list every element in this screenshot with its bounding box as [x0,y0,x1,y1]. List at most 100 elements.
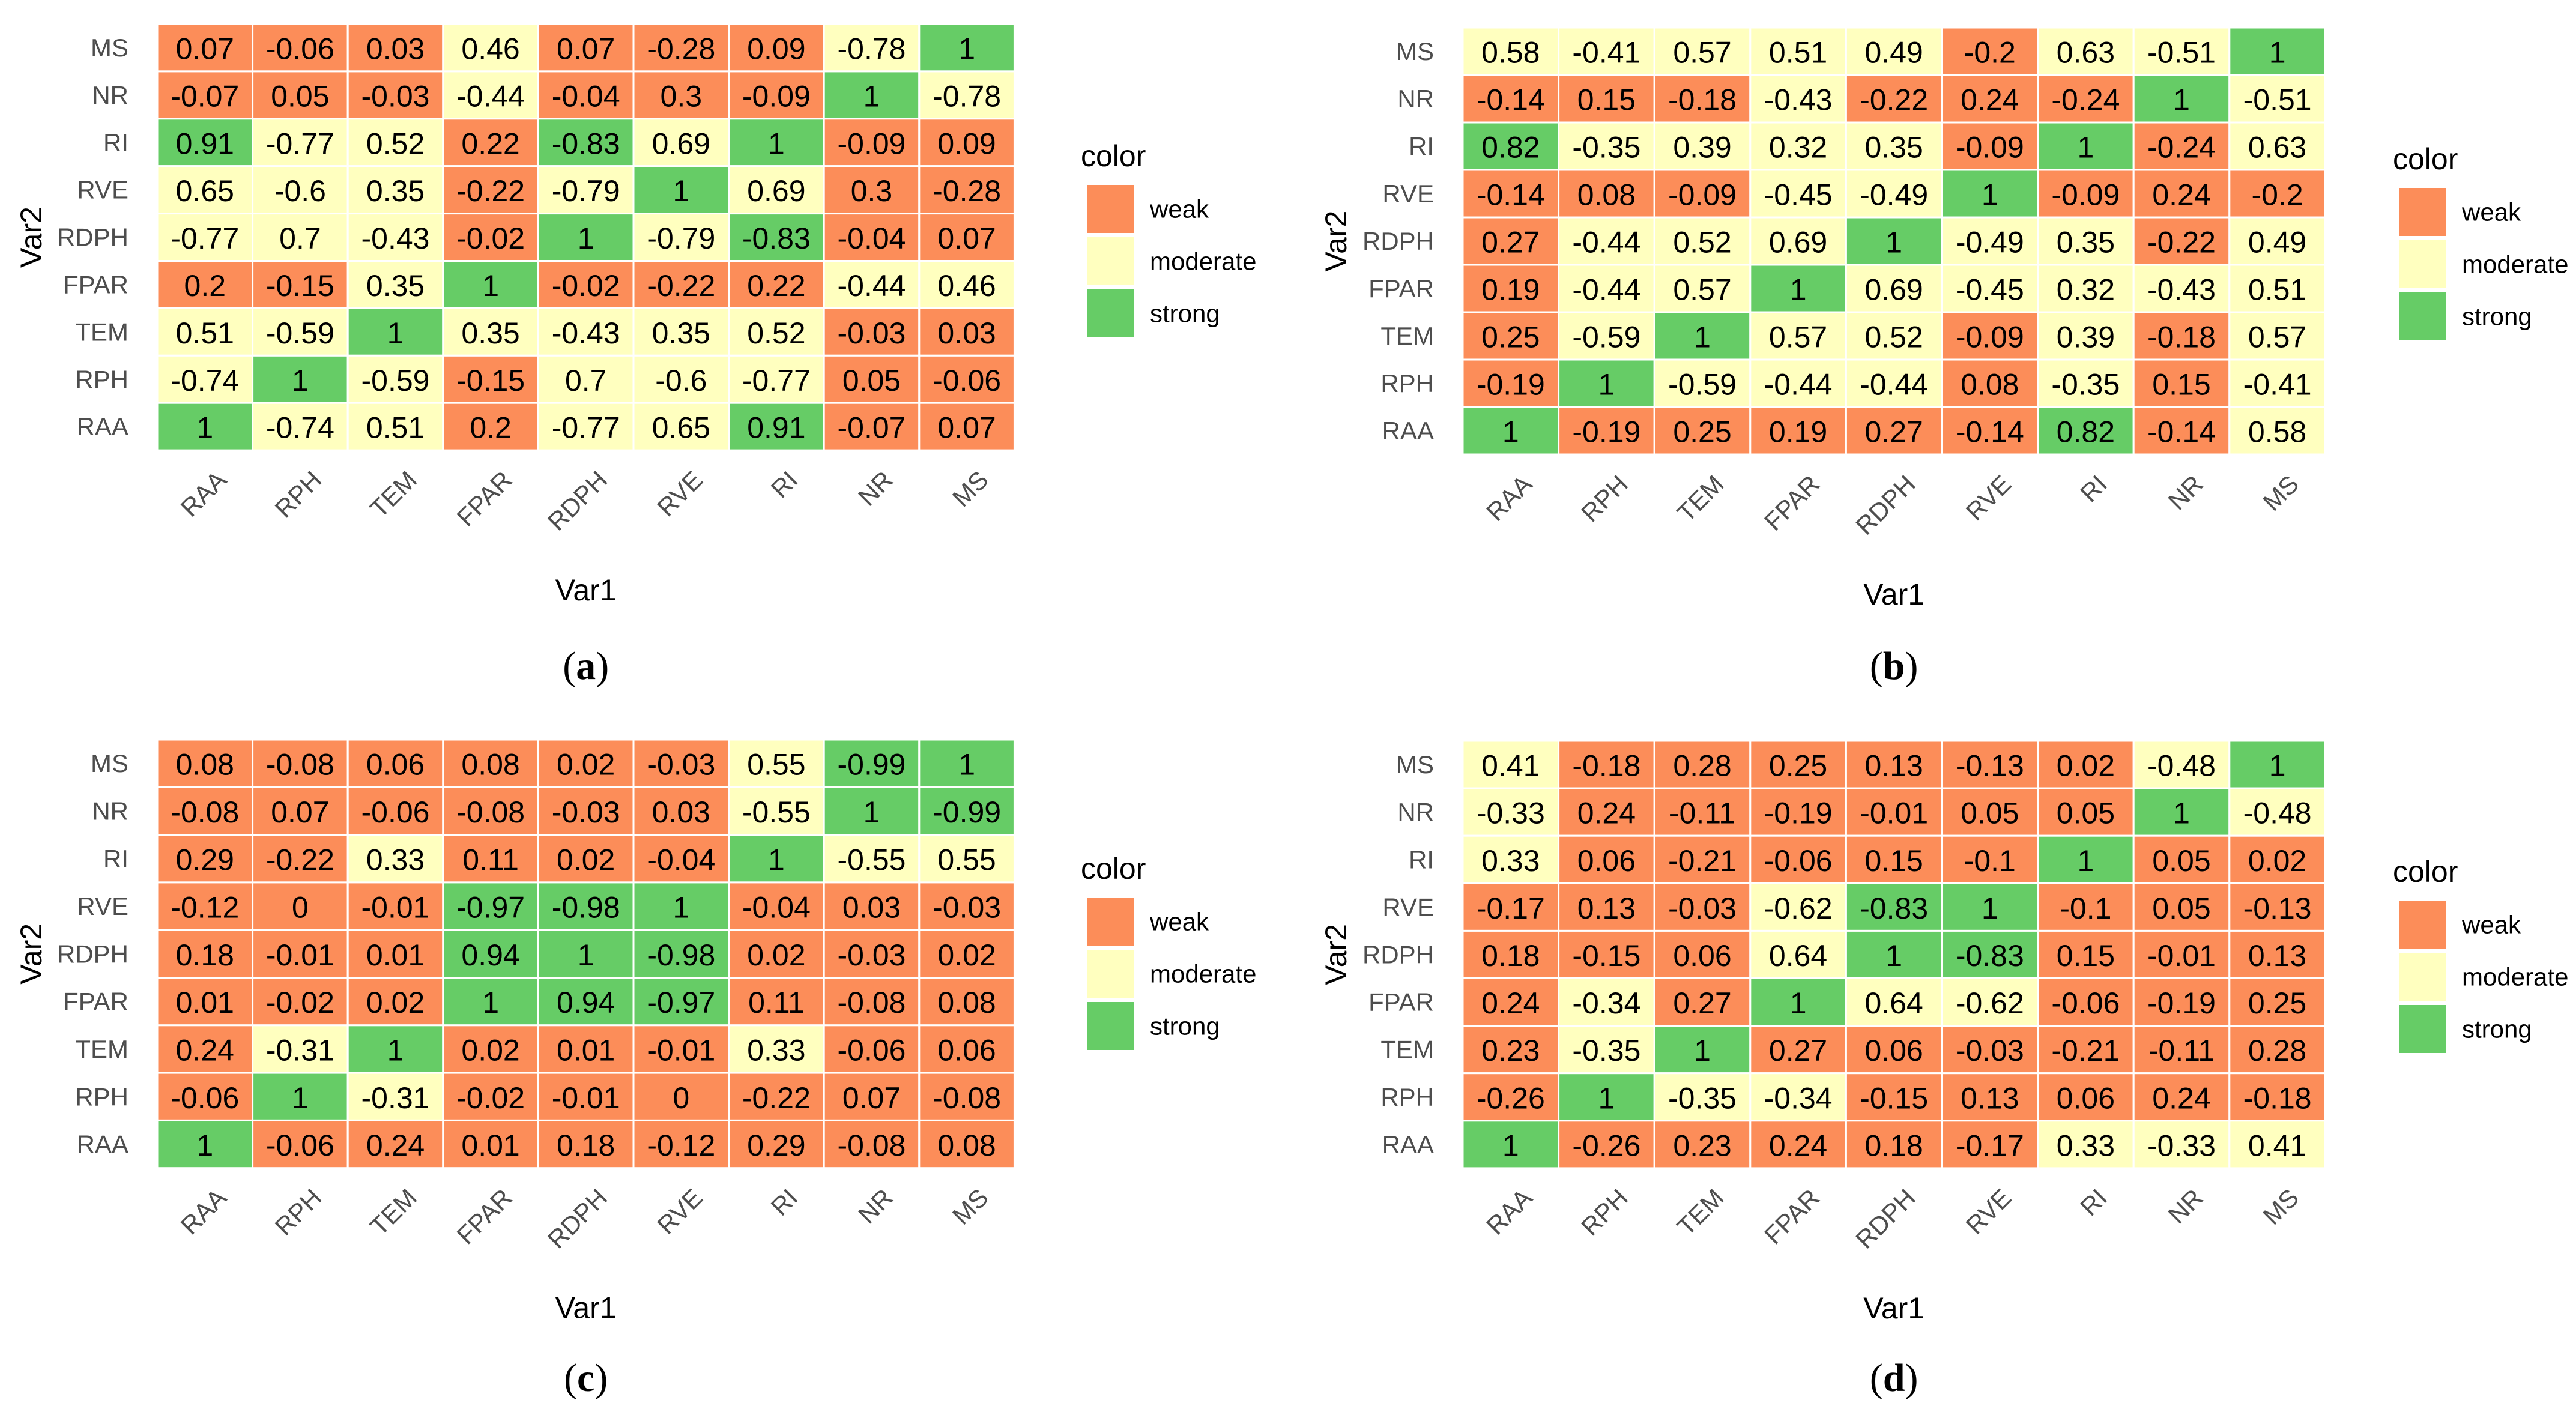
x-tick-label: RAA [1481,469,1537,526]
y-tick-label: RI [103,845,128,873]
heatmap-cell [2228,1120,2326,1169]
cell-value-label: 0.58 [2248,415,2306,449]
heatmap-cell [2132,740,2231,789]
heatmap-cell [1749,358,1847,408]
heatmap-cell [2037,74,2135,124]
cell-value-label: -0.03 [933,891,1001,925]
cell-value-label: -0.18 [1572,749,1640,783]
cell-value-label: 0.55 [937,843,996,876]
heatmap-cell [1941,787,2039,837]
legend-label-strong: strong [2462,1015,2532,1043]
cell-value-label: 0.27 [1865,415,1923,449]
heatmap-cell [1941,26,2039,76]
cell-value-label: -0.19 [1572,415,1640,449]
cell-value-label: 1 [387,1033,404,1067]
cell-value-label: 0.18 [1865,1129,1923,1162]
heatmap-cell [918,402,1015,451]
x-tick-label: RPH [270,465,327,523]
cell-value-label: 0.28 [1673,749,1731,783]
x-tick-label: TEM [1672,469,1729,527]
cell-value-label: 0.07 [557,32,615,65]
cell-value-label: -0.06 [171,1081,239,1115]
cell-value-label: 0.02 [461,1033,519,1067]
cell-value-label: -0.44 [456,79,525,113]
heatmap-cell [1653,1120,1752,1169]
cell-value-label: 0.22 [461,127,519,160]
cell-value-label: 1 [863,795,880,829]
heatmap-cell [537,118,635,167]
cell-value-label: 1 [482,986,499,1019]
legend-swatch-weak [1087,185,1134,233]
cell-value-label: -0.17 [1956,1129,2024,1162]
heatmap-cell [632,738,730,788]
cell-value-label: 0.02 [937,938,996,972]
cell-value-label: -0.6 [655,364,707,397]
cell-value-label: 0.03 [366,32,425,65]
heatmap-cell [1941,121,2039,171]
heatmap-cell [346,1119,444,1169]
heatmap-cell [156,1024,254,1074]
x-axis-title: Var1 [555,573,617,607]
y-tick-label: NR [92,81,128,109]
heatmap-cell [632,23,730,73]
cell-value-label: 0.55 [747,748,805,782]
cell-value-label: 0.24 [2152,178,2210,212]
y-axis-title: Var2 [1319,211,1353,272]
cell-value-label: 0.02 [2248,844,2306,878]
cell-value-label: 0.11 [748,986,805,1019]
heatmap-cell [2037,1120,2135,1169]
heatmap-cell [918,834,1015,884]
cell-value-label: -0.28 [933,174,1001,208]
heatmap-cell [1558,264,1655,313]
cell-value-label: 0 [292,891,309,925]
cell-value-label: 0.28 [2248,1034,2306,1067]
cell-value-label: -0.11 [1669,797,1735,830]
heatmap-cell [1462,1025,1560,1075]
heatmap-cell [728,786,825,836]
cell-value-label: 0.35 [652,316,710,350]
heatmap-cell [2228,787,2326,837]
cell-value-label: -0.55 [838,843,906,876]
cell-value-label: -0.62 [1764,892,1833,925]
cell-value-label: 0.46 [937,269,996,303]
y-tick-label: RAA [1382,1130,1434,1159]
panel-label: (b) [1870,644,1918,688]
x-tick-label: RDPH [1850,469,1920,540]
panel-label: (a) [563,644,609,688]
cell-value-label: 0.07 [937,222,996,255]
cell-value-label: 0.05 [842,364,901,397]
heatmap-cell [252,118,349,167]
heatmap-cell [918,70,1015,120]
heatmap-cell [156,929,254,979]
cell-value-label: -0.06 [838,1033,906,1067]
panel-label-open: ( [1870,1356,1883,1400]
cell-value-label: 0.05 [271,79,329,113]
cell-value-label: 0.06 [2057,1081,2115,1115]
heatmap-cell [1749,311,1847,361]
heatmap-cell [1749,1120,1847,1169]
cell-value-label: 0.69 [652,127,710,160]
cell-value-label: 1 [2269,749,2286,783]
cell-value-label: 0.13 [1961,1081,2019,1115]
y-tick-label: NR [92,797,128,825]
legend-label-weak: weak [1149,908,1209,936]
cell-value-label: -0.09 [1668,178,1737,212]
cell-value-label: 1 [2269,36,2286,70]
cell-value-label: -0.15 [456,364,525,397]
cell-value-label: 0.33 [2057,1129,2115,1162]
x-tick-label: FPAR [451,465,517,531]
cell-value-label: 0.03 [842,891,901,925]
cell-value-label: 1 [1982,178,1998,212]
panel-label-close: ) [1905,1356,1918,1400]
cell-value-label: 0.63 [2248,131,2306,164]
y-tick-label: RPH [75,365,128,393]
y-axis-title: Var2 [14,207,48,268]
heatmap-cell [1749,216,1847,266]
heatmap-cell [252,165,349,215]
cell-value-label: 1 [768,127,785,160]
heatmap-cell [156,307,254,357]
panel-label-open: ( [563,644,576,688]
legend-title: color [2393,855,2458,889]
heatmap-cell [1558,834,1655,884]
heatmap-cell [632,213,730,262]
